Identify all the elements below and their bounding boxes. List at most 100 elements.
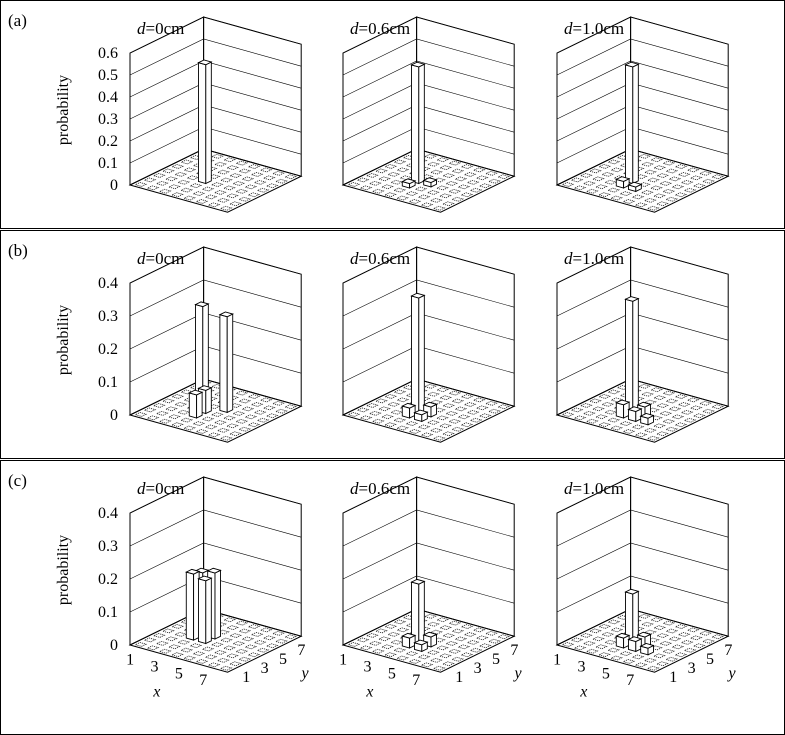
floor [128,608,303,673]
floor-cell [677,402,691,407]
floor-cell [374,168,388,174]
floor-cell [170,652,184,658]
floor-cell [478,183,492,189]
floor-cell [665,196,678,202]
floor-cell [232,411,245,416]
bar-top-face [615,176,631,182]
subplot-b3: d=1.0cm [555,246,730,443]
y-axis-label: y [512,665,522,682]
floor-cell [158,648,172,654]
floor-cell [668,176,682,182]
z-tick-label: 0.1 [98,374,118,391]
floor-cell [588,628,602,634]
z-tick-label: 0 [110,177,118,194]
subplot-b2: d=0.6cm [341,246,516,443]
floor-cell [426,190,440,195]
floor-cell [601,401,614,407]
floor-cell [701,178,715,184]
bar-x4-y3 [401,632,417,649]
grid-line [556,542,729,580]
floor-cell [170,422,184,428]
floor-cell [396,627,410,633]
floor-cell [365,403,379,408]
floor-cell [390,409,403,415]
floor-cell [393,187,406,193]
floor-cell [284,634,297,640]
bar-front-face [219,314,228,414]
floor-cell [668,406,682,412]
bar-x6-y3 [639,413,655,426]
floor-cell [347,182,361,187]
floor-cell [426,391,440,397]
floor-cell [439,395,452,401]
floor-cell [359,645,373,651]
z-tick-label: 0.6 [98,45,118,62]
floor-cell [579,173,593,178]
floor-cell [371,418,385,424]
bar-top-face [422,631,438,638]
floor-cell [643,427,657,433]
floor-cell [408,429,422,434]
z-tick-label: 0.2 [98,133,118,150]
floor-cell [143,177,157,183]
grid-line [556,509,729,547]
floor-cell [164,176,178,182]
floor-cell [445,411,458,416]
floor-cell [265,413,279,419]
bar-x4-y3 [615,632,631,649]
floor-cell [680,409,694,415]
floor-cell [359,415,373,421]
floor-cell [436,387,449,393]
floor-cell [662,620,676,626]
floor-cell [180,417,193,423]
floor-cell [686,627,700,633]
floor-cell [601,171,614,177]
floor-cell [238,426,251,432]
floor-cell [204,424,218,430]
floor-cell [216,197,230,203]
floor-cell [619,191,633,196]
floor-cell [229,173,242,178]
floor-cell [219,177,233,183]
floor-cell [174,171,187,177]
floor-cell [692,413,706,419]
bar-side-face [418,63,425,185]
floor-cell [591,636,605,642]
grid-line [129,104,302,142]
floor-cell [692,183,706,189]
floor-cell [225,423,239,429]
floor-cell [229,633,242,638]
floor-cell [393,417,406,423]
bar-top-face [636,631,652,638]
grid-line [129,38,302,76]
y-axis-label: y [726,665,736,682]
floor-cell [442,403,455,408]
floor-cell [570,177,584,183]
floor-cell [152,173,166,178]
floor-cell [711,174,724,180]
floor-cell [238,196,251,202]
grid-line [129,279,302,317]
grid-line [342,16,515,54]
bar-x5-y3 [413,409,429,423]
grid-line [342,246,515,284]
z-tick-label: 0.3 [98,111,118,128]
y-tick-label: 1 [455,669,463,686]
floor-cell [222,185,236,191]
floor-cell [250,632,264,637]
floor-cell [374,398,388,404]
floor-cell [235,418,248,424]
floor-cell [665,426,678,432]
x-tick-label: 3 [578,659,586,676]
floor-cell [652,193,666,199]
bar-x4-y3 [188,389,204,419]
floor-cell [439,625,452,631]
floor [341,608,516,673]
x-tick-label: 5 [388,665,396,682]
floor-cell [652,423,666,429]
floor-cell [466,639,480,645]
floor-cell [387,631,400,637]
floor-cell [167,414,181,420]
floor-cell [247,422,261,428]
